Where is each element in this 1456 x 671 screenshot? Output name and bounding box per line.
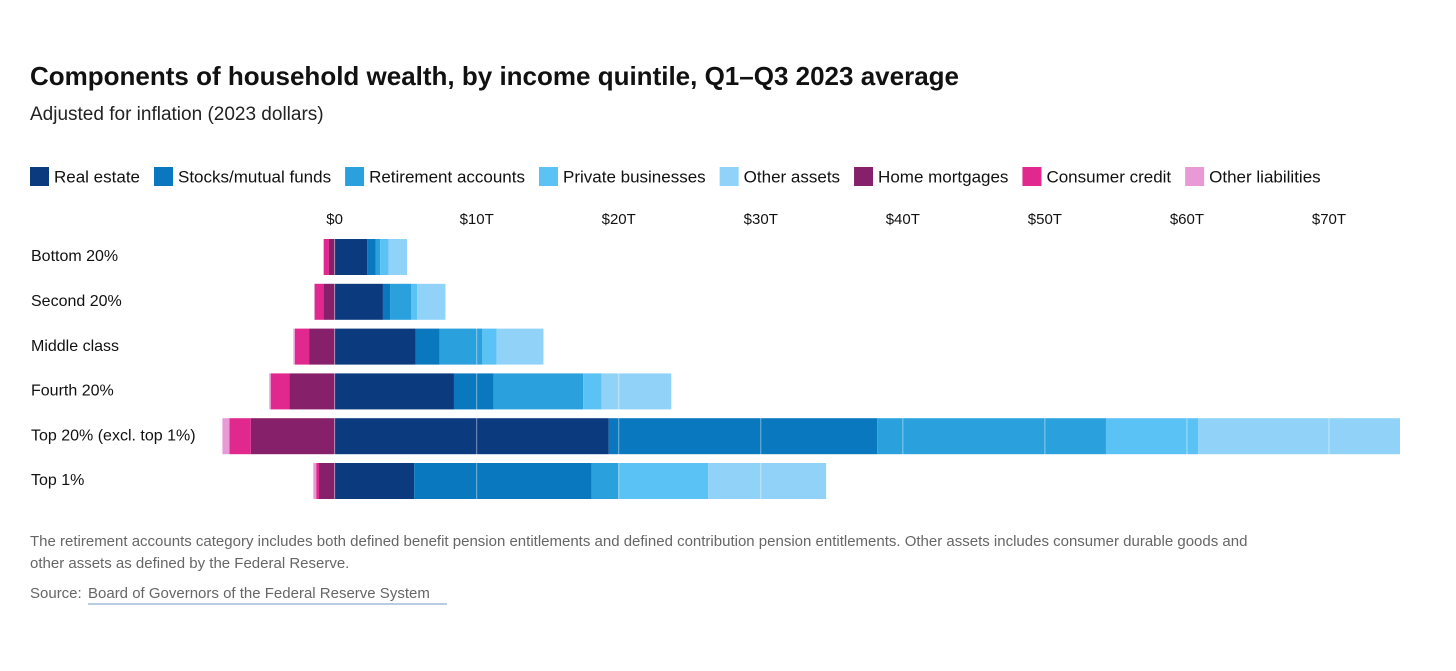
legend-swatch (1022, 167, 1042, 186)
bar-segment (314, 283, 324, 320)
bar-segment (309, 328, 335, 365)
legend-swatch (854, 167, 874, 186)
bar-segment (250, 418, 335, 455)
bar-segment (496, 328, 544, 365)
bar-segment (314, 283, 315, 320)
bar-segment (708, 463, 827, 499)
x-tick-label: $50T (1028, 211, 1062, 228)
legend-swatch (345, 167, 365, 186)
bar-segment (380, 239, 389, 275)
note: The retirement accounts category include… (30, 533, 1247, 550)
bar-segment (367, 239, 376, 275)
bar-segment (319, 463, 335, 499)
legend-swatch (154, 167, 173, 186)
legend-label: Home mortgages (878, 167, 1008, 186)
bar-segment (482, 328, 497, 365)
x-tick-label: $10T (460, 211, 494, 228)
bar-segment (618, 463, 709, 499)
bar-segment (289, 373, 335, 410)
bar-segment (877, 418, 1106, 455)
bar-segment (390, 283, 412, 320)
source-link[interactable]: Board of Governors of the Federal Reserv… (88, 585, 430, 602)
bar-segment (382, 283, 391, 320)
bar-segment (1198, 418, 1400, 455)
note: other assets as defined by the Federal R… (30, 555, 349, 572)
legend-label: Stocks/mutual funds (178, 167, 331, 186)
x-tick-label: $70T (1312, 211, 1346, 228)
bar-segment (608, 418, 878, 455)
bar-segment (414, 463, 592, 499)
x-tick-label: $30T (744, 211, 778, 228)
bar-segment (334, 418, 609, 455)
bar-segment (453, 373, 494, 410)
bar-segment (1105, 418, 1199, 455)
bar-segment (439, 328, 483, 365)
bar-segment (334, 373, 454, 410)
x-tick-label: $60T (1170, 211, 1204, 228)
bar-segment (222, 418, 230, 455)
legend-label: Retirement accounts (369, 167, 525, 186)
legend-label: Other liabilities (1209, 167, 1321, 186)
category-label: Middle class (31, 338, 119, 355)
bar-segment (313, 463, 317, 499)
bar-segment (493, 373, 584, 410)
chart-title: Components of household wealth, by incom… (30, 61, 959, 91)
bar-segment (415, 328, 440, 365)
chart-subtitle: Adjusted for inflation (2023 dollars) (30, 104, 324, 125)
category-label: Second 20% (31, 293, 122, 310)
category-label: Top 20% (excl. top 1%) (31, 427, 196, 444)
bar-segment (375, 239, 381, 275)
legend-swatch (1185, 167, 1205, 186)
bar-segment (323, 239, 329, 275)
bar-segment (334, 283, 383, 320)
legend-swatch (30, 167, 49, 186)
bar-segment (388, 239, 408, 275)
category-label: Bottom 20% (31, 248, 118, 265)
bar-segment (269, 373, 271, 410)
legend-swatch (538, 167, 558, 186)
bar-segment (601, 373, 672, 410)
legend-label: Other assets (744, 167, 840, 186)
x-tick-label: $20T (602, 211, 636, 228)
bar-segment (270, 373, 290, 410)
bar-segment (294, 328, 310, 365)
legend-label: Real estate (54, 167, 140, 186)
bar-segment (417, 283, 446, 320)
x-tick-label: $40T (886, 211, 920, 228)
bar-segment (411, 283, 418, 320)
x-tick-label: $0 (326, 211, 343, 228)
legend-label: Private businesses (563, 167, 706, 186)
bar-segment (323, 283, 335, 320)
legend-label: Consumer credit (1046, 167, 1171, 186)
bar-segment (334, 239, 368, 275)
bar-segment (583, 373, 602, 410)
category-label: Fourth 20% (31, 383, 114, 400)
bar-segment (316, 463, 320, 499)
bar-segment (323, 239, 324, 275)
category-label: Top 1% (31, 472, 84, 489)
bar-segment (229, 418, 251, 455)
source-label: Source: (30, 585, 82, 602)
bar-segment (334, 328, 416, 365)
bar-segment (334, 463, 415, 499)
legend-swatch (719, 167, 739, 186)
bar-segment (293, 328, 295, 365)
bar-segment (591, 463, 619, 499)
bar-segment (328, 239, 335, 275)
